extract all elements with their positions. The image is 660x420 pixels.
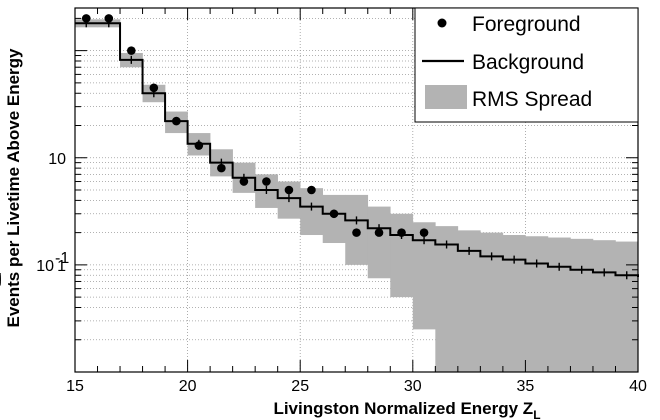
background-step-line (0, 19, 639, 286)
y-tick-label: 10 (48, 151, 66, 168)
rms-band-bin (300, 188, 324, 236)
foreground-markers (81, 14, 429, 237)
foreground-point (329, 209, 339, 219)
legend-rms-swatch (425, 85, 467, 109)
x-tick-label: 40 (629, 378, 647, 395)
foreground-point (352, 228, 361, 237)
legend-foreground-marker (437, 18, 447, 28)
axis-ticks (74, 8, 639, 373)
foreground-point (127, 46, 136, 55)
x-tick-label: 20 (179, 378, 197, 395)
foreground-point (172, 116, 181, 126)
rms-band-bin (547, 237, 571, 372)
foreground-point (239, 177, 249, 186)
foreground-point (104, 14, 114, 23)
x-tick-label: 15 (66, 378, 84, 395)
rms-band-bin (412, 222, 436, 330)
rms-band-bin (592, 240, 616, 372)
foreground-point (217, 163, 226, 173)
background-series-line (75, 22, 639, 278)
foreground-point (419, 228, 429, 237)
foreground-point (194, 141, 204, 150)
foreground-point (262, 177, 271, 186)
y-tick-exponent: -1 (55, 250, 69, 267)
rms-band-bin (525, 236, 549, 372)
rms-band-bin (502, 235, 526, 372)
x-tick-label: 30 (404, 378, 422, 395)
legend-rms-label: RMS Spread (472, 88, 592, 111)
x-tick-label: 25 (291, 378, 309, 395)
rms-spread-band (75, 19, 639, 372)
legend-foreground-label: Foreground (472, 13, 581, 36)
rms-band-bin (367, 206, 391, 279)
legend: Foreground Background RMS Spread (414, 7, 639, 123)
x-axis-title: Livingston Normalized Energy ZL (273, 399, 540, 420)
foreground-point (149, 83, 159, 93)
rms-band-bin (322, 194, 346, 244)
x-tick-label: 35 (517, 378, 535, 395)
rms-band-bin (457, 230, 481, 372)
foreground-point (81, 14, 91, 23)
foreground-point (284, 185, 294, 195)
rms-band-bin (435, 226, 459, 372)
foreground-point (374, 228, 384, 237)
y-tick-label: 1 (57, 258, 66, 275)
y-axis-title: Events per Livetime Above Energy (4, 48, 23, 328)
y-tick-label: 10 (36, 258, 54, 275)
rms-band-bin (390, 213, 414, 298)
foreground-point (397, 228, 406, 237)
rms-band-bin (480, 232, 504, 372)
foreground-point (307, 185, 316, 195)
rms-band-bin (615, 241, 639, 372)
rms-band-bin (570, 238, 594, 372)
legend-background-label: Background (472, 51, 584, 74)
